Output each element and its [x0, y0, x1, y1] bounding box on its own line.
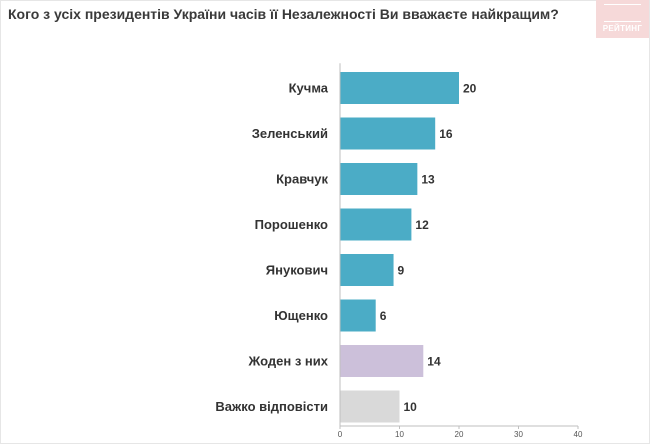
- value-label: 20: [463, 82, 477, 96]
- category-label: Жоден з них: [248, 354, 329, 369]
- bar: [340, 208, 412, 241]
- chart-title: Кого з усіх президентів України часів її…: [8, 6, 559, 22]
- x-tick-label: 10: [395, 430, 404, 439]
- value-label: 12: [415, 218, 429, 232]
- logo-text: РЕЙТИНГ: [602, 24, 643, 33]
- x-tick-label: 0: [338, 430, 343, 439]
- logo-mark: [604, 4, 641, 22]
- value-label: 16: [439, 127, 453, 141]
- bar: [340, 254, 394, 286]
- value-label: 9: [398, 264, 405, 278]
- category-label: Янукович: [266, 263, 328, 278]
- x-tick-label: 40: [574, 430, 583, 439]
- bar: [340, 345, 424, 377]
- category-label: Важко відповісти: [215, 399, 328, 414]
- x-tick-label: 20: [455, 430, 464, 439]
- bars-layer: Кучма 20 Зеленський 16 Кравчук 13 Порошенко 12 Я…: [215, 72, 477, 423]
- bar: [340, 72, 459, 104]
- value-label: 6: [380, 309, 387, 323]
- category-label: Порошенко: [255, 217, 328, 232]
- bar: [340, 117, 436, 150]
- value-label: 14: [427, 355, 441, 369]
- bar: [340, 299, 376, 332]
- bar: [340, 163, 418, 195]
- category-label: Зеленський: [252, 126, 328, 141]
- category-label: Ющенко: [274, 308, 328, 323]
- x-tick-label: 30: [514, 430, 523, 439]
- category-label: Кучма: [289, 81, 329, 96]
- value-label: 13: [421, 173, 435, 187]
- value-label: 10: [404, 400, 418, 414]
- x-axis: 0 10 20 30 40: [338, 63, 583, 439]
- category-label: Кравчук: [276, 172, 328, 187]
- bar: [340, 390, 400, 423]
- rating-logo: РЕЙТИНГ: [596, 0, 649, 38]
